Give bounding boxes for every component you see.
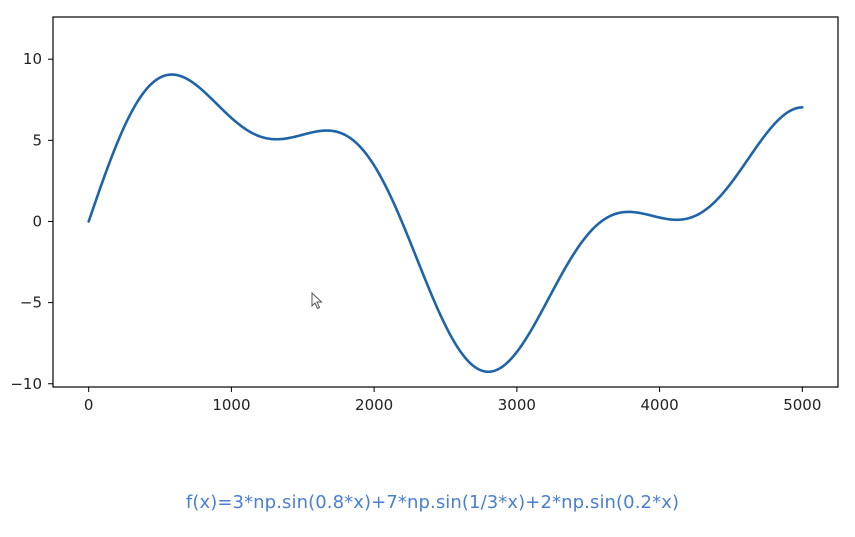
y-axis-ticks: −10 −5 0 5 10 [10,50,53,393]
x-tick-label: 3000 [498,396,536,414]
mouse-pointer-icon [311,292,323,310]
x-axis-ticks: 0 1000 2000 3000 4000 5000 [84,387,821,414]
line-chart: 0 1000 2000 3000 4000 5000 −10 −5 0 5 10 [10,16,839,414]
x-tick-label: 1000 [212,396,250,414]
y-tick-label: 5 [32,131,42,149]
y-tick-label: 0 [32,212,42,230]
series-line [87,73,804,374]
y-tick-label: −5 [20,294,42,312]
y-tick-label: −10 [10,375,42,393]
y-tick-label: 10 [23,50,42,68]
plot-area [52,16,839,388]
x-tick-label: 2000 [355,396,393,414]
function-caption: f(x)=3*np.sin(0.8*x)+7*np.sin(1/3*x)+2*n… [185,492,680,513]
x-tick-label: 4000 [640,396,678,414]
x-tick-label: 0 [84,396,94,414]
x-tick-label: 5000 [783,396,821,414]
